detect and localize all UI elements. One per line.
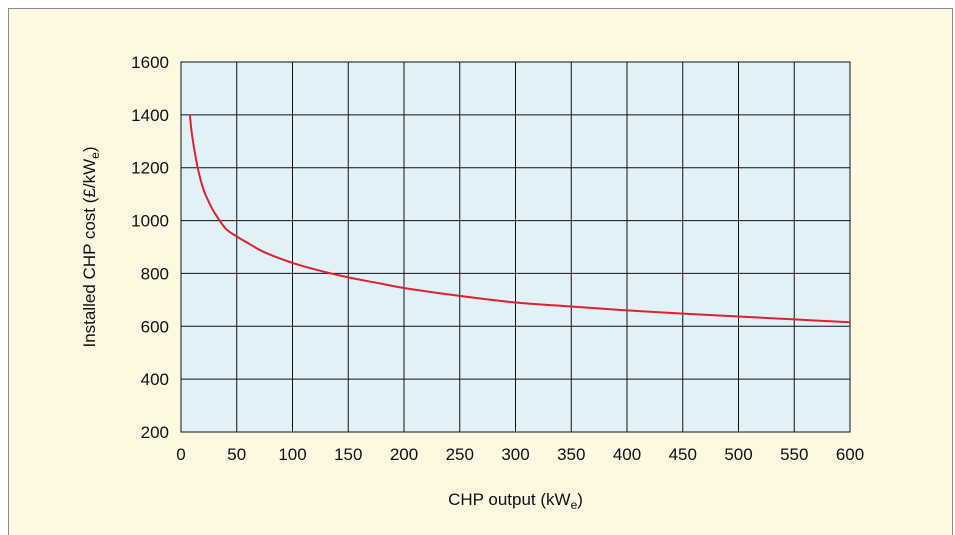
y-tick-label: 400 <box>141 370 169 389</box>
y-tick-label: 1400 <box>131 106 169 125</box>
x-axis-title-subscript: e <box>571 498 578 512</box>
y-axis-title-suffix: ) <box>80 147 99 153</box>
y-axis-tick-labels: 200 400 600 800 1000 1200 1400 1600 <box>131 53 169 442</box>
plot-border <box>180 61 851 433</box>
y-axis-title-main: Installed CHP cost (£/kW <box>80 159 99 348</box>
x-axis-tick-labels: 0 50 100 150 200 250 300 350 400 450 500 550 600 <box>176 445 864 464</box>
x-tick-label: 150 <box>334 445 362 464</box>
x-axis-title-suffix: ) <box>577 490 583 509</box>
cost-curve-chart: 0 50 100 150 200 250 300 350 400 450 500 550 600 200… <box>80 53 864 512</box>
x-tick-label: 300 <box>501 445 529 464</box>
x-tick-label: 250 <box>446 445 474 464</box>
vertical-gridlines <box>180 62 851 432</box>
x-tick-label: 450 <box>669 445 697 464</box>
x-tick-label: 200 <box>390 445 418 464</box>
x-tick-label: 500 <box>724 445 752 464</box>
x-axis-title: CHP output (kWe) <box>448 490 583 512</box>
x-tick-label: 100 <box>278 445 306 464</box>
cost-curve-line <box>188 114 851 324</box>
y-tick-label: 200 <box>141 423 169 442</box>
y-tick-label: 1200 <box>131 159 169 178</box>
y-axis-title-subscript: e <box>88 152 102 159</box>
x-tick-label: 350 <box>557 445 585 464</box>
x-tick-label: 50 <box>227 445 246 464</box>
x-tick-label: 550 <box>780 445 808 464</box>
y-tick-label: 1600 <box>131 53 169 72</box>
x-axis-title-main: CHP output (kW <box>448 490 571 509</box>
y-axis-title: Installed CHP cost (£/kWe) <box>80 147 102 348</box>
x-tick-label: 400 <box>613 445 641 464</box>
x-tick-label: 600 <box>836 445 864 464</box>
y-tick-label: 1000 <box>131 212 169 231</box>
y-tick-label: 800 <box>141 264 169 283</box>
x-tick-label: 0 <box>176 445 185 464</box>
y-tick-label: 600 <box>141 317 169 336</box>
chart-panel: 0 50 100 150 200 250 300 350 400 450 500 550 600 200… <box>8 8 953 535</box>
